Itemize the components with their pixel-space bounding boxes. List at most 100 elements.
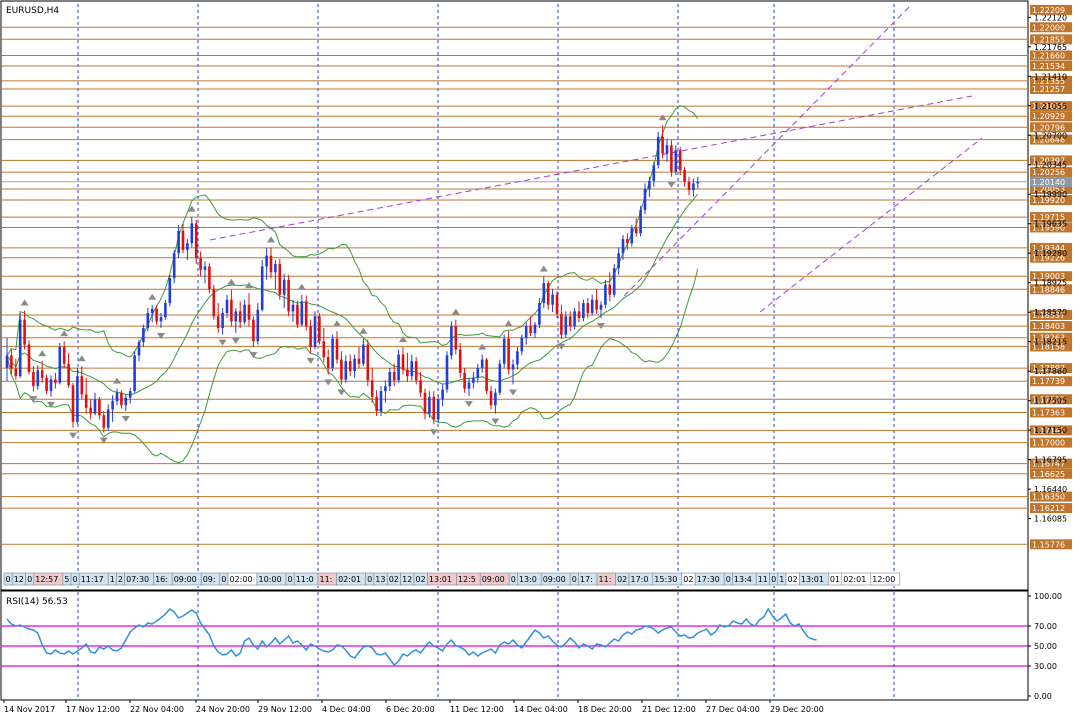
time-tick-label: 29 Dec 20:00 [770, 705, 824, 714]
session-label-text: 11: [320, 575, 333, 584]
level-tag [1030, 111, 1072, 122]
level-tag-label: 1.17000 [1032, 439, 1065, 448]
candle-body [590, 299, 594, 314]
session-label-text: 10:00 [259, 575, 282, 584]
level-tag [1030, 252, 1072, 263]
candle-body [247, 304, 251, 320]
candle-body [269, 255, 273, 273]
fractal-down-marker [47, 401, 55, 408]
level-tag-label: 1.17739 [1032, 377, 1065, 386]
session-label-text: 17: [580, 575, 593, 584]
candle-body [595, 299, 598, 310]
candle-body [494, 392, 497, 406]
candle-body [612, 268, 616, 295]
candle-body [397, 354, 400, 381]
session-label-text: 0 [726, 575, 731, 584]
session-label-text: 12:5 [458, 575, 476, 584]
candle-body [67, 363, 70, 386]
price-tick-label: 1.20345 [1034, 161, 1067, 170]
session-label-text: 07:30 [126, 575, 149, 584]
candle-body [208, 266, 211, 289]
session-label-text: 1 [110, 575, 115, 584]
trend-line [759, 137, 983, 313]
candle-body [648, 180, 651, 190]
session-label-text: 11:17 [81, 575, 104, 584]
candle-body [326, 357, 330, 368]
rsi-line [6, 607, 817, 667]
candle-body [428, 396, 431, 414]
candle-body [366, 344, 370, 381]
level-tag-label: 1.18846 [1032, 285, 1065, 294]
session-strip: 0 12 0 12:57 5 0 11:17 1 2 07:30 16: 09:00 09: 0 02:00… [3, 572, 901, 586]
rsi-tick-label: 50.00 [1034, 642, 1057, 651]
session-label-text: 5 [64, 575, 69, 584]
level-tag [1030, 167, 1072, 178]
time-tick-label: 22 Nov 04:00 [130, 705, 184, 714]
level-tag [1030, 394, 1072, 405]
candle-body [190, 223, 194, 244]
candle-body [10, 355, 13, 369]
level-tag [1030, 155, 1072, 166]
candle-body [98, 399, 101, 416]
level-tag-label: 1.21355 [1032, 77, 1065, 86]
candle-body [392, 372, 396, 381]
session-label-text: 16: [155, 575, 168, 584]
candle-body [278, 264, 282, 295]
candle-body [577, 311, 581, 319]
candle-body [181, 230, 185, 250]
candle-body [472, 377, 475, 383]
candle-body [546, 283, 550, 305]
level-tag-label: 1.20796 [1032, 123, 1065, 132]
candle-body [507, 338, 510, 370]
session-label-text: 02:01 [338, 575, 361, 584]
fractal-down-marker [667, 181, 676, 188]
price-tick-label: 1.19635 [1034, 220, 1067, 229]
bollinger-upper [6, 105, 699, 358]
fractal-down-marker [249, 352, 258, 359]
candle-body [502, 338, 506, 364]
fractal-up-marker [333, 320, 341, 327]
fractal-down-marker [509, 389, 517, 396]
fractal-up-marker [451, 308, 460, 315]
fractal-up-marker [539, 265, 548, 272]
fractal-up-marker [267, 236, 275, 243]
session-label-text: 13:01 [429, 575, 452, 584]
candle-body [661, 136, 664, 154]
candle-body [643, 189, 647, 211]
candle-body [32, 372, 35, 387]
current-price-tag-label: 1.20140 [1032, 178, 1065, 187]
candle-body [309, 326, 312, 348]
fractal-up-marker [399, 336, 407, 343]
candle-body [406, 369, 409, 377]
level-tag-label: 1.17363 [1032, 408, 1065, 417]
candle-body [120, 392, 123, 406]
level-tag-label: 1.19920 [1032, 196, 1065, 205]
price-tick-label: 1.22120 [1034, 13, 1067, 22]
candle-body [76, 376, 79, 422]
candle-body [599, 304, 603, 310]
candle-body [155, 308, 158, 322]
candle-body [384, 386, 387, 392]
price-tick-label: 1.16440 [1034, 485, 1067, 494]
candle-body [252, 319, 255, 342]
candle-body [282, 279, 286, 295]
session-label-text: 0 [6, 575, 11, 584]
level-tag [1030, 75, 1072, 86]
session-label-text: 02 [617, 575, 627, 584]
candle-body [344, 361, 348, 380]
candle-body [678, 150, 682, 171]
fractal-down-marker [429, 429, 438, 436]
candle-body [639, 210, 642, 234]
price-tick-label: 1.21410 [1034, 72, 1067, 81]
level-tag [1030, 332, 1072, 343]
level-tag-label: 1.18263 [1032, 334, 1065, 343]
fractal-up-marker [20, 299, 29, 306]
chart-title: EURUSD,H4 [6, 6, 59, 16]
top-price-tag-label: 1.22209 [1032, 6, 1065, 15]
candle-body [538, 303, 541, 325]
level-tag-label: 1.18537 [1032, 311, 1065, 320]
price-tick-label: 1.16795 [1034, 456, 1067, 465]
trend-lines [209, 3, 983, 313]
candle-body [524, 326, 528, 338]
candle-body [604, 284, 607, 305]
